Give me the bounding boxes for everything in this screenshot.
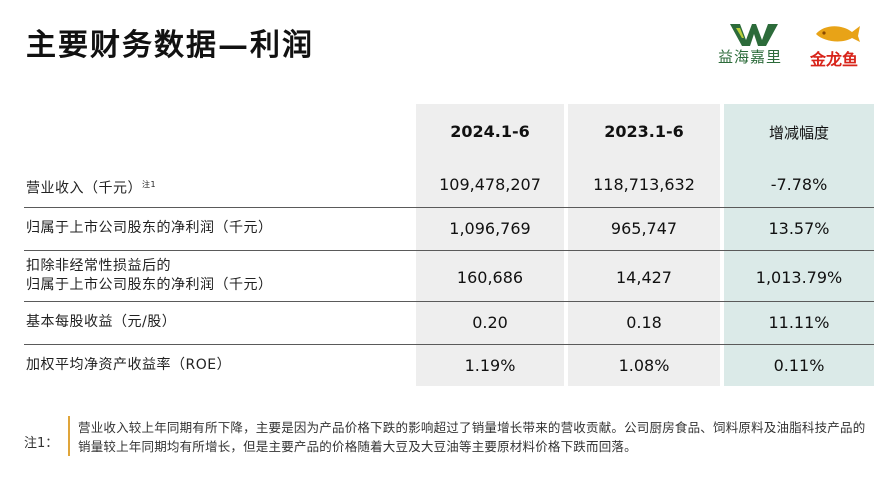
- jinlongyu-wordmark: 金龙鱼: [810, 50, 859, 69]
- column-bg-2024: [416, 104, 564, 386]
- yihai-kerry-wordmark: 益海嘉里: [718, 48, 783, 66]
- column-bg-2023: [568, 104, 720, 386]
- footnote-marker: 注1: [142, 180, 157, 189]
- row-label-net-profit: 归属于上市公司股东的净利润（千元）: [26, 220, 273, 236]
- row-label-revenue: 营业收入（千元）注1: [26, 180, 157, 197]
- revenue-2023: 118,713,632: [593, 175, 695, 194]
- row-divider: [24, 250, 874, 251]
- footnote-accent-bar: [68, 416, 70, 456]
- eps-change: 11.11%: [768, 313, 830, 332]
- adjusted-net-profit-change: 1,013.79%: [755, 268, 843, 287]
- row-label-adjusted-net-profit: 扣除非经常性损益后的 归属于上市公司股东的净利润（千元）: [26, 258, 273, 293]
- eps-2024: 0.20: [472, 313, 508, 332]
- page-title: 主要财务数据—利润: [26, 28, 314, 63]
- revenue-2024: 109,478,207: [439, 175, 541, 194]
- row-label-eps: 基本每股收益（元/股）: [26, 314, 177, 330]
- yihai-kerry-logo-icon: [730, 24, 778, 46]
- column-bg-change: [724, 104, 874, 386]
- net-profit-2024: 1,096,769: [449, 219, 531, 238]
- footnote-text: 营业收入较上年同期有所下降，主要是因为产品价格下跌的影响超过了销量增长带来的营收…: [78, 420, 866, 454]
- header-2023: 2023.1-6: [604, 122, 684, 141]
- adjusted-net-profit-2023: 14,427: [616, 268, 672, 287]
- logo-group: 益海嘉里 金龙鱼: [718, 22, 868, 74]
- net-profit-change: 13.57%: [768, 219, 830, 238]
- eps-2023: 0.18: [626, 313, 662, 332]
- revenue-change: -7.78%: [770, 175, 828, 194]
- roe-change: 0.11%: [773, 356, 825, 375]
- net-profit-2023: 965,747: [610, 219, 678, 238]
- header-change: 增减幅度: [768, 124, 829, 142]
- roe-2024: 1.19%: [464, 356, 516, 375]
- row-label-roe: 加权平均净资产收益率（ROE）: [26, 357, 232, 373]
- row-divider: [24, 344, 874, 345]
- golden-fish-logo-icon: [816, 26, 860, 42]
- roe-2023: 1.08%: [618, 356, 670, 375]
- row-divider: [24, 301, 874, 302]
- row-divider: [24, 207, 874, 208]
- footnote-label: 注1：: [24, 436, 59, 451]
- header-2024: 2024.1-6: [450, 122, 530, 141]
- adjusted-net-profit-2024: 160,686: [456, 268, 524, 287]
